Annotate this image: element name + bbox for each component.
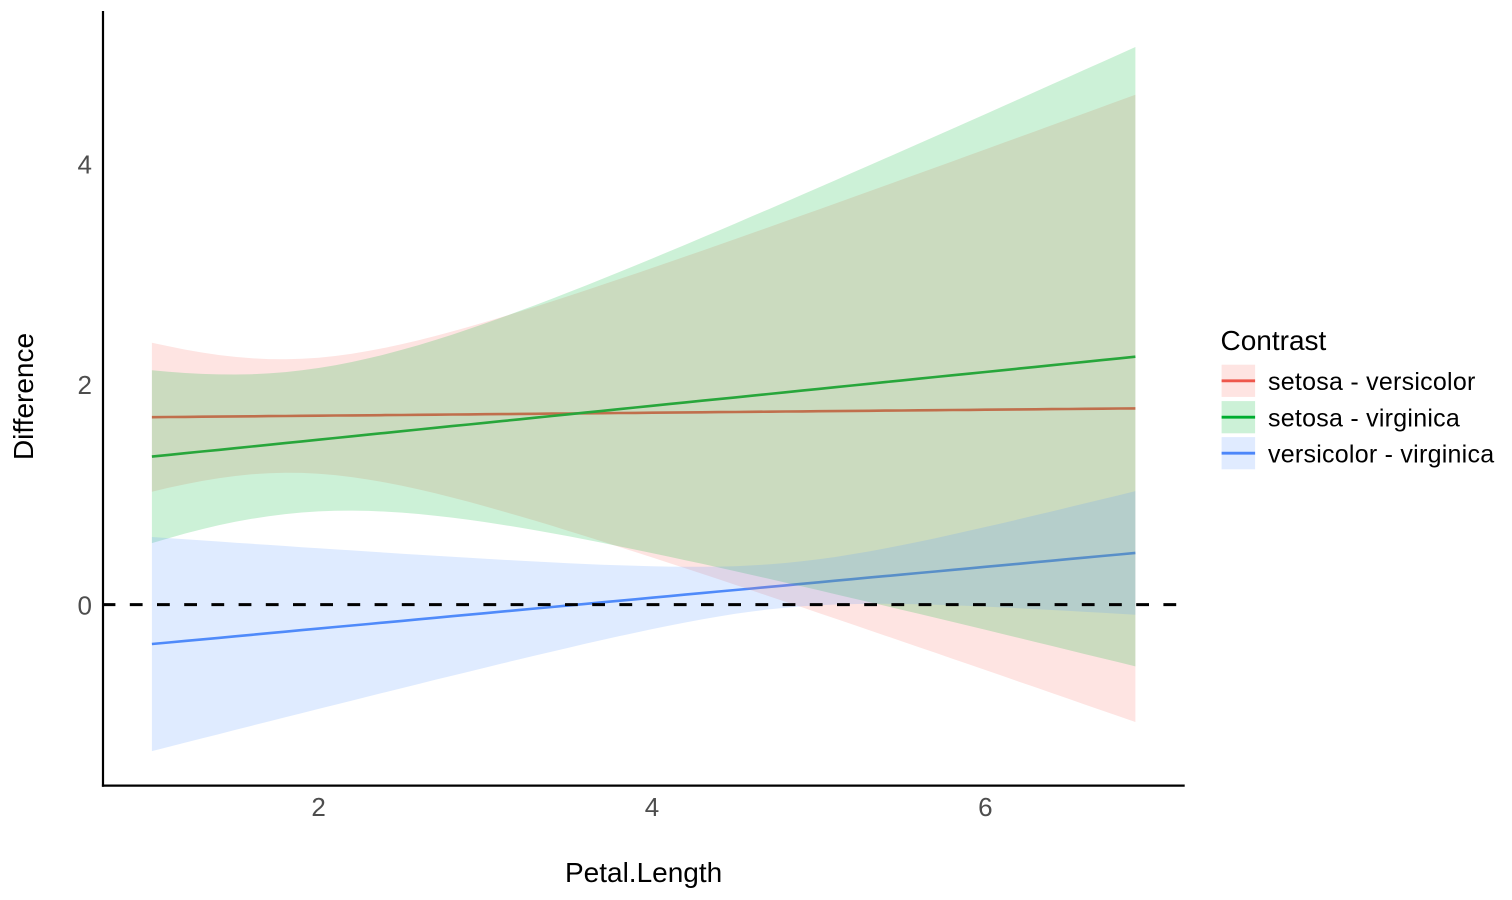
- svg-text:0: 0: [78, 591, 92, 621]
- svg-text:versicolor - virginica: versicolor - virginica: [1268, 441, 1494, 469]
- svg-text:6: 6: [978, 792, 992, 822]
- svg-text:4: 4: [645, 792, 659, 822]
- svg-text:Petal.Length: Petal.Length: [565, 857, 722, 888]
- svg-text:setosa - versicolor: setosa - versicolor: [1268, 368, 1476, 396]
- svg-text:4: 4: [78, 149, 92, 179]
- svg-text:Contrast: Contrast: [1221, 325, 1327, 356]
- svg-text:2: 2: [311, 792, 325, 822]
- svg-text:setosa - virginica: setosa - virginica: [1268, 405, 1460, 433]
- svg-text:2: 2: [78, 370, 92, 400]
- svg-text:Difference: Difference: [8, 333, 39, 460]
